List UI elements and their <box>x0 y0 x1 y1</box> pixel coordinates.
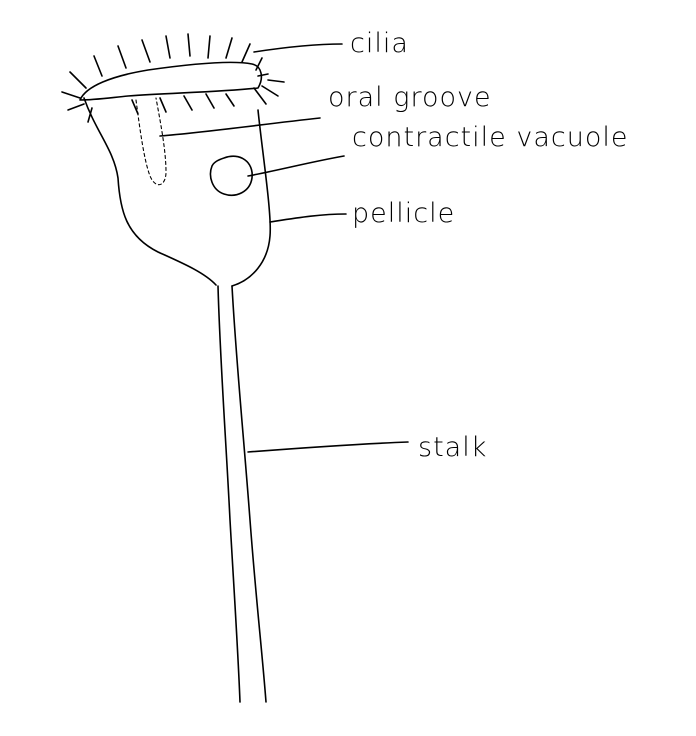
label-cilia: cilia <box>350 28 409 59</box>
leader-line-contractile-vacuole <box>247 155 345 177</box>
contractile-vacuole-shape <box>209 155 253 196</box>
peristome-rim <box>79 61 263 101</box>
leader-line-pellicle <box>269 213 347 223</box>
cell-body-outline <box>83 97 272 287</box>
leader-line-stalk <box>247 441 409 453</box>
label-contractile-vacuole: contractile vacuole <box>352 122 629 153</box>
label-stalk: stalk <box>418 432 488 463</box>
oral-groove-shape <box>135 97 167 186</box>
cilia-strokes <box>61 33 285 123</box>
stalk-left-edge <box>217 285 241 703</box>
leader-line-cilia <box>253 43 343 53</box>
label-oral-groove: oral groove <box>328 82 492 113</box>
label-pellicle: pellicle <box>352 198 456 229</box>
stalk-right-edge <box>231 285 267 703</box>
leader-line-oral-groove <box>159 117 321 137</box>
